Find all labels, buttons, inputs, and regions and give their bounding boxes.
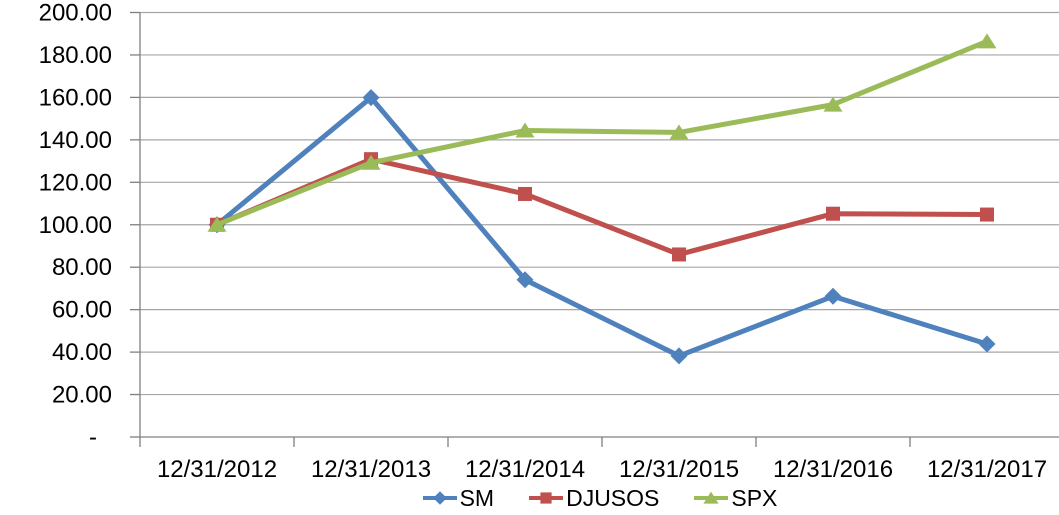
y-tick-label: 140.00 (39, 127, 112, 154)
chart-legend: SM DJUSOS SPX (140, 483, 1059, 513)
y-tick-label: - (89, 424, 97, 451)
series-djusos (210, 152, 994, 262)
sm-marker (362, 89, 380, 107)
spx-line (214, 38, 990, 228)
sm-legend-marker (432, 491, 447, 505)
spx-marker (515, 122, 535, 138)
y-tick-label: 200.00 (39, 0, 112, 27)
sm-line-marker-icon (422, 491, 457, 505)
legend-label-sm: SM (459, 484, 495, 511)
x-category-label: 12/31/2016 (773, 456, 893, 483)
spx-marker (977, 33, 997, 49)
y-tick-label: 160.00 (39, 84, 112, 111)
sm-marker (824, 287, 842, 305)
axes (130, 11, 1059, 447)
spx-marker (361, 154, 381, 170)
legend-label-djusos: DJUSOS (566, 484, 660, 511)
sm-line (214, 95, 990, 359)
y-tick-label: 80.00 (52, 254, 112, 281)
x-category-label: 12/31/2013 (311, 456, 431, 483)
djusos-line-marker-icon (529, 492, 564, 504)
x-category-label: 12/31/2014 (465, 456, 585, 483)
djusos-line (214, 156, 990, 257)
spx-legend-marker (703, 491, 719, 504)
y-tick-label: 100.00 (39, 212, 112, 239)
sm-marker (516, 271, 534, 289)
y-tick-label: 40.00 (52, 339, 112, 366)
x-category-label: 12/31/2012 (157, 456, 277, 483)
y-tick-label: 20.00 (52, 382, 112, 409)
legend-item-spx: SPX (693, 484, 778, 511)
sm-marker (978, 335, 996, 353)
djusos-marker (672, 247, 686, 262)
djusos-marker (518, 186, 532, 201)
spx-marker (669, 124, 689, 140)
djusos-marker (980, 207, 994, 222)
spx-marker (207, 216, 227, 232)
y-tick-label: 180.00 (39, 42, 112, 69)
y-tick-label: 120.00 (39, 169, 112, 196)
spx-line-marker-icon (694, 491, 729, 504)
spx-marker (823, 96, 843, 112)
legend-item-sm: SM (422, 484, 495, 511)
y-tick-label: 60.00 (52, 297, 112, 324)
x-category-label: 12/31/2015 (619, 456, 739, 483)
x-category-label: 12/31/2017 (927, 456, 1047, 483)
sm-marker (670, 347, 688, 365)
series-spx (207, 33, 997, 232)
legend-label-spx: SPX (731, 484, 778, 511)
djusos-legend-marker (540, 492, 552, 504)
legend-item-djusos: DJUSOS (528, 484, 660, 511)
djusos-marker (826, 206, 840, 221)
